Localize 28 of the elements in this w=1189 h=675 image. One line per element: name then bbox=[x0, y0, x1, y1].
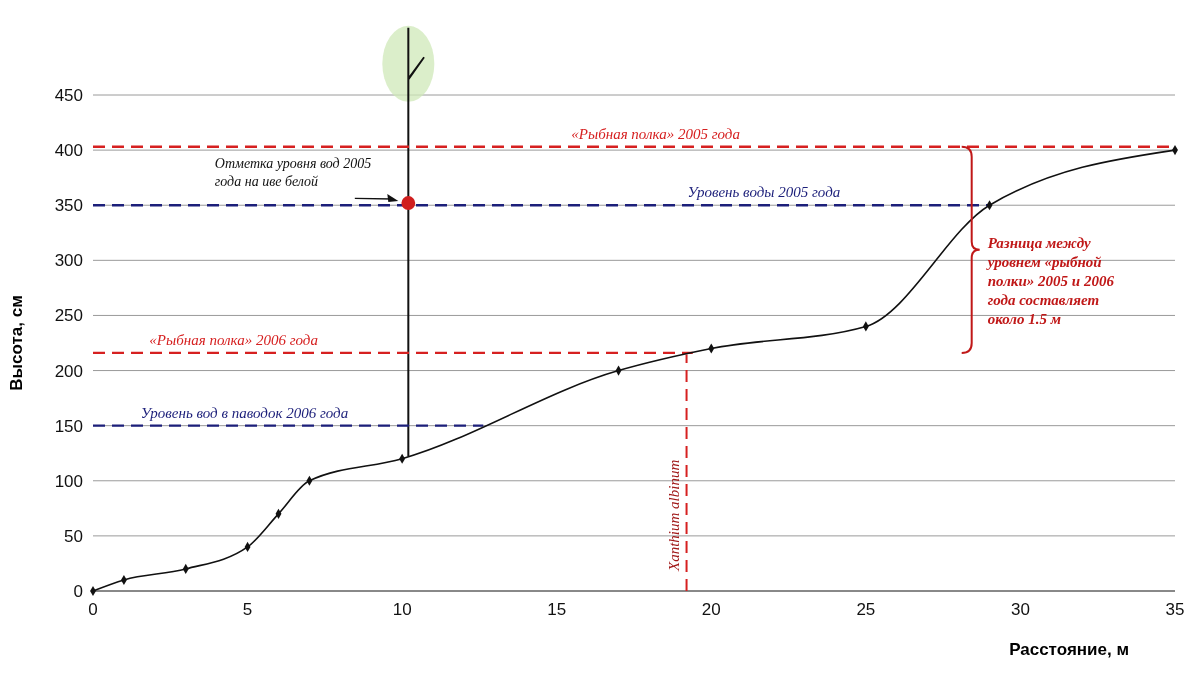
y-axis-title: Высота, см bbox=[7, 295, 26, 391]
ref-line-label: «Рыбная полка» 2005 года bbox=[571, 125, 740, 142]
x-tick-label: 5 bbox=[242, 600, 253, 619]
y-tick-label: 250 bbox=[54, 306, 83, 326]
y-tick-label: 0 bbox=[73, 581, 83, 601]
y-tick-label: 300 bbox=[54, 251, 83, 271]
y-tick-label: 150 bbox=[54, 416, 83, 436]
ref-line-label: Xanthium albinum bbox=[665, 459, 682, 572]
ref-line-label: Уровень вод в паводок 2006 года bbox=[140, 404, 349, 421]
point bbox=[401, 196, 416, 210]
annotation: Отметка уровня вод 2005 года на иве белой bbox=[214, 156, 372, 190]
x-axis-title: Расстояние, м bbox=[1009, 640, 1129, 659]
annotation: Разница между уровнем «рыбной полки» 2005 и 2006 года составляет около 1.5 м bbox=[985, 234, 1115, 327]
y-tick-label: 50 bbox=[64, 526, 83, 546]
x-tick-label: 20 bbox=[701, 600, 721, 619]
ref-line-label: «Рыбная полка» 2006 года bbox=[149, 331, 318, 348]
x-tick-label: 35 bbox=[1165, 600, 1185, 619]
x-tick-label: 10 bbox=[392, 600, 412, 619]
x-tick-label: 15 bbox=[547, 600, 567, 619]
ref-line-label: Уровень воды 2005 года bbox=[687, 184, 841, 201]
x-tick-label: 30 bbox=[1010, 600, 1030, 619]
x-tick-label: 0 bbox=[88, 600, 98, 619]
y-tick-label: 200 bbox=[54, 361, 83, 381]
x-tick-label: 25 bbox=[856, 600, 876, 619]
y-tick-label: 350 bbox=[54, 196, 83, 216]
y-tick-label: 400 bbox=[54, 141, 83, 161]
y-tick-label: 450 bbox=[54, 85, 83, 105]
y-tick-label: 100 bbox=[54, 471, 83, 491]
